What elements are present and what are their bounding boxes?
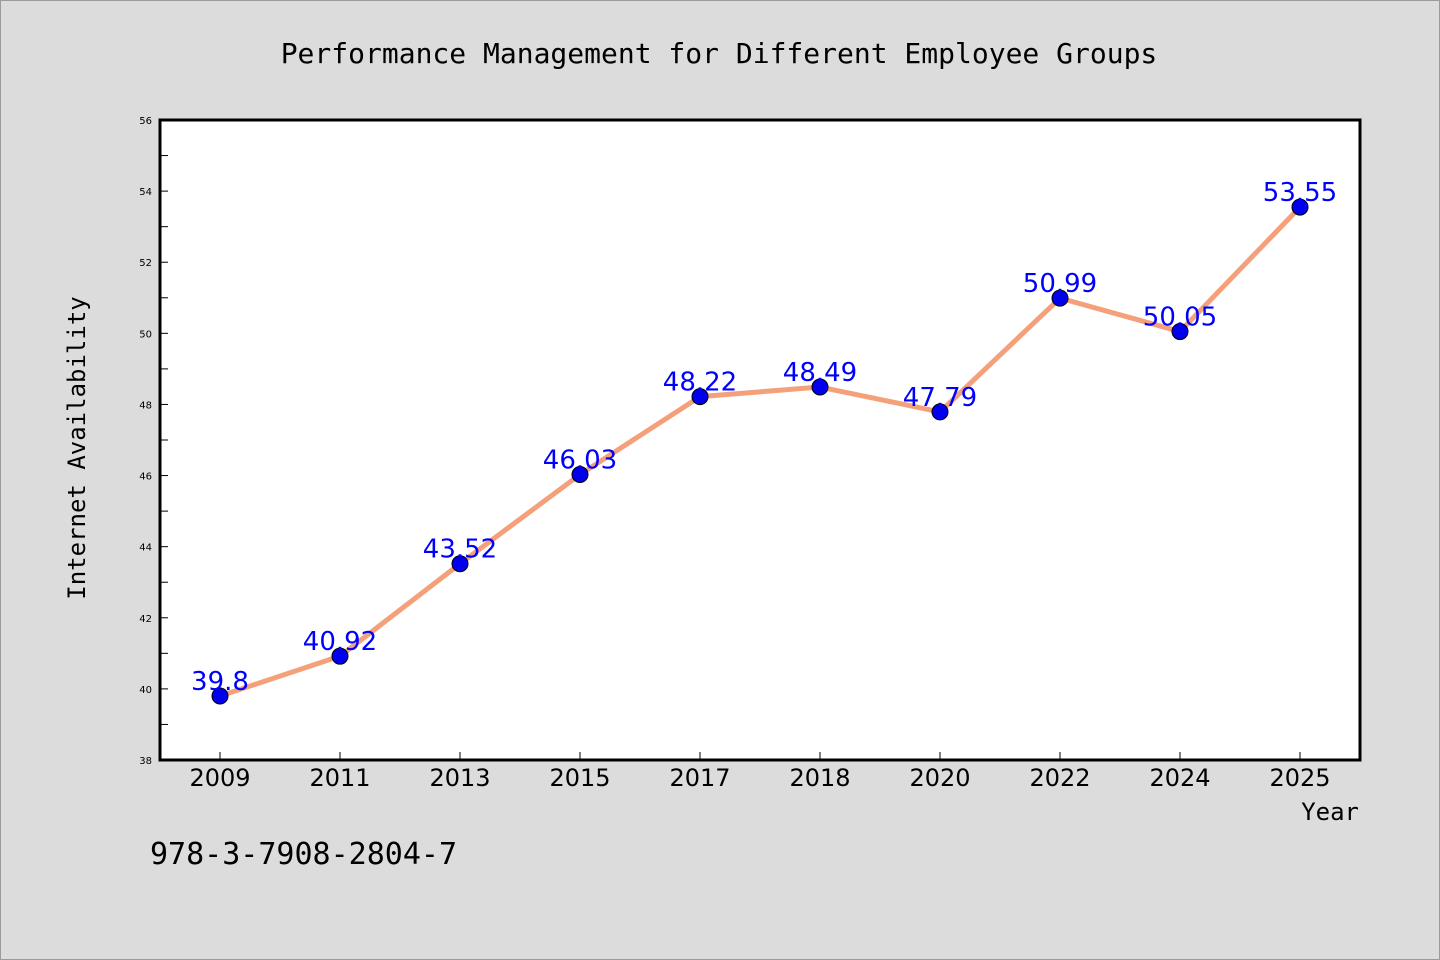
x-tick-label: 2020 xyxy=(909,764,970,792)
data-point xyxy=(931,403,949,421)
x-tick-label: 2022 xyxy=(1029,764,1090,792)
data-label: 53.55 xyxy=(1263,178,1337,208)
data-label: 40.92 xyxy=(303,627,377,657)
data-point xyxy=(811,378,829,396)
x-tick-label: 2017 xyxy=(669,764,730,792)
y-tick-label: 46 xyxy=(139,472,152,483)
y-tick-label: 54 xyxy=(139,187,152,198)
y-tick-label: 56 xyxy=(139,116,152,127)
footer-isbn: 978-3-7908-2804-7 xyxy=(150,837,457,872)
data-labels: 39.8 40.92 43.52 46.03 48.22 48.49 47.79 50.99 5… xyxy=(191,178,1337,697)
y-tick-label: 42 xyxy=(139,614,152,625)
series-line xyxy=(217,204,1303,699)
x-tick-label: 2009 xyxy=(189,764,250,792)
x-tick-label: 2024 xyxy=(1149,764,1210,792)
data-point xyxy=(331,647,349,665)
data-point xyxy=(691,388,709,406)
x-axis-title: Year xyxy=(1301,798,1359,826)
x-tick-label: 2015 xyxy=(549,764,610,792)
y-tick-label: 48 xyxy=(139,400,152,411)
y-tick-label: 40 xyxy=(139,685,152,696)
x-tick-label: 2018 xyxy=(789,764,850,792)
data-point xyxy=(571,465,589,483)
y-tick-label: 50 xyxy=(139,329,152,340)
data-label: 50.05 xyxy=(1143,303,1217,333)
y-tick-label: 38 xyxy=(139,756,152,767)
x-axis: 2009 2011 2013 2015 2017 2018 2020 2022 2024 2025 xyxy=(189,752,1331,792)
data-point xyxy=(1051,289,1069,307)
data-point xyxy=(451,555,469,573)
x-tick-label: 2025 xyxy=(1269,764,1330,792)
data-point xyxy=(211,687,229,705)
data-point xyxy=(1291,198,1309,216)
data-label: 43.52 xyxy=(423,535,497,565)
y-tick-label: 52 xyxy=(139,258,152,269)
plot-area xyxy=(158,118,1362,762)
x-tick-label: 2013 xyxy=(429,764,490,792)
y-axis: 38 40 42 44 46 48 50 52 54 56 xyxy=(139,116,168,767)
data-label: 47.79 xyxy=(903,383,977,413)
data-label: 48.49 xyxy=(783,358,857,388)
x-tick-label: 2011 xyxy=(309,764,370,792)
chart-title: Performance Management for Different Emp… xyxy=(281,37,1158,70)
y-tick-label: 44 xyxy=(139,543,152,554)
data-label: 50.99 xyxy=(1023,269,1097,299)
data-label: 46.03 xyxy=(543,445,617,475)
y-axis-title: Internet Availability xyxy=(63,296,91,599)
data-label: 39.8 xyxy=(191,667,249,697)
series-group xyxy=(211,198,1309,705)
data-label: 48.22 xyxy=(663,368,737,398)
data-point xyxy=(1171,323,1189,341)
